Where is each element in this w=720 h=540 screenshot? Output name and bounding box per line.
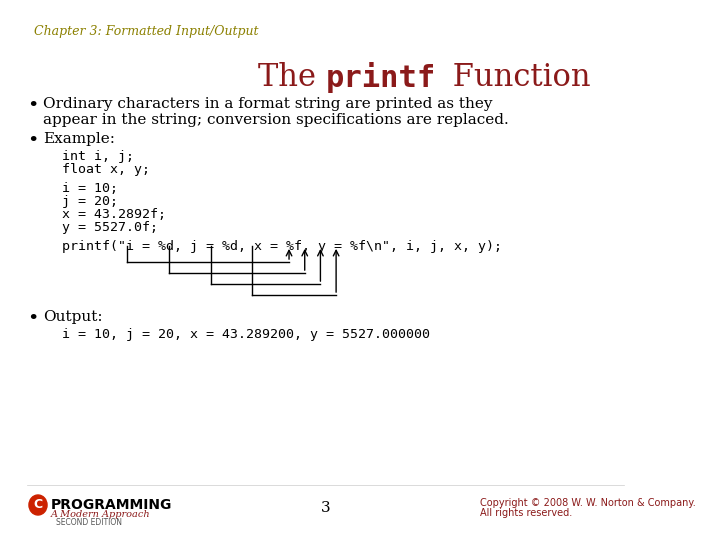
Text: Example:: Example: — [43, 132, 115, 146]
Text: Copyright © 2008 W. W. Norton & Company.: Copyright © 2008 W. W. Norton & Company. — [480, 498, 696, 508]
Text: •: • — [27, 310, 39, 328]
Text: The: The — [258, 62, 325, 93]
Text: i = 10, j = 20, x = 43.289200, y = 5527.000000: i = 10, j = 20, x = 43.289200, y = 5527.… — [61, 328, 430, 341]
Text: Function: Function — [444, 62, 591, 93]
Text: float x, y;: float x, y; — [61, 163, 150, 176]
Text: C: C — [33, 498, 42, 511]
Text: All rights reserved.: All rights reserved. — [480, 508, 572, 518]
Text: appear in the string; conversion specifications are replaced.: appear in the string; conversion specifi… — [43, 113, 509, 127]
Text: x = 43.2892f;: x = 43.2892f; — [61, 208, 166, 221]
Text: printf: printf — [325, 62, 436, 93]
Text: Output:: Output: — [43, 310, 103, 324]
Text: i = 10;: i = 10; — [61, 182, 117, 195]
Text: •: • — [27, 132, 39, 150]
Text: printf("i = %d, j = %d, x = %f, y = %f\n", i, j, x, y);: printf("i = %d, j = %d, x = %f, y = %f\n… — [61, 240, 502, 253]
Text: y = 5527.0f;: y = 5527.0f; — [61, 221, 158, 234]
Text: int i, j;: int i, j; — [61, 150, 133, 163]
Text: 3: 3 — [321, 501, 330, 515]
Circle shape — [29, 495, 47, 515]
Text: •: • — [27, 97, 39, 115]
Text: PROGRAMMING: PROGRAMMING — [50, 498, 172, 512]
Text: A Modern Approach: A Modern Approach — [50, 510, 150, 519]
Text: Chapter 3: Formatted Input/Output: Chapter 3: Formatted Input/Output — [35, 25, 259, 38]
Text: j = 20;: j = 20; — [61, 195, 117, 208]
Text: Ordinary characters in a format string are printed as they: Ordinary characters in a format string a… — [43, 97, 493, 111]
Text: SECOND EDITION: SECOND EDITION — [56, 518, 122, 527]
